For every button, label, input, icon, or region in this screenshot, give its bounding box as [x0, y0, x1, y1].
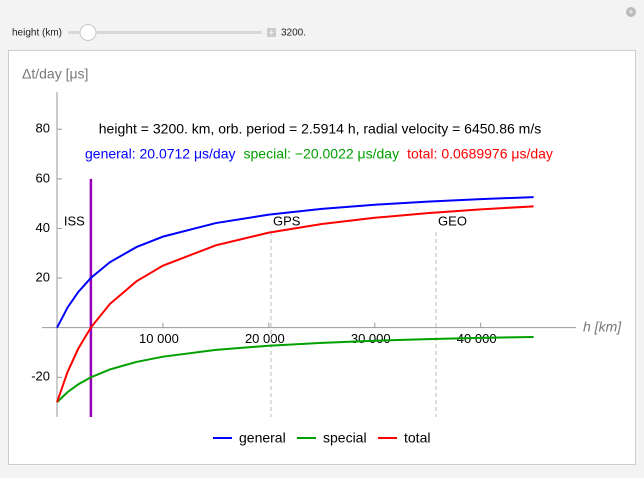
summary-text: general: 20.0712 μs/day [85, 146, 236, 162]
control-label: height (km) [12, 28, 62, 39]
y-tick-label: 20 [36, 270, 50, 285]
summary-text: special: −20.0022 μs/day [244, 146, 400, 162]
add-button[interactable] [626, 7, 636, 17]
marker-label: GEO [438, 213, 467, 228]
marker-label: GPS [273, 213, 301, 228]
series-line [56, 196, 534, 329]
marker-label: ISS [64, 213, 85, 228]
expand-icon: + [269, 27, 274, 37]
expand-button[interactable] [267, 28, 276, 37]
series-line [56, 205, 534, 403]
series-line [56, 335, 534, 403]
legend-label: total [404, 430, 430, 446]
y-axis-label: Δt/day [μs] [22, 66, 88, 82]
x-axis-label: h [km] [583, 319, 622, 335]
y-tick-label: 80 [36, 121, 50, 136]
y-tick-label: 40 [36, 220, 50, 235]
chart-title: height = 3200. km, orb. period = 2.5914 … [99, 121, 541, 137]
plot-panel [8, 50, 636, 465]
y-tick-label: 60 [36, 170, 50, 185]
x-tick-label: 30 000 [351, 331, 391, 346]
add-icon: + [628, 7, 633, 17]
control-value: 3200. [281, 28, 306, 39]
legend-label: special [323, 430, 367, 446]
x-tick-label: 20 000 [245, 331, 285, 346]
slider-thumb[interactable] [79, 24, 97, 41]
slider-track[interactable] [68, 31, 262, 34]
legend-label: general [239, 430, 286, 446]
summary-text: total: 0.0689976 μs/day [407, 146, 553, 162]
y-tick-label: -20 [31, 369, 50, 384]
x-tick-label: 10 000 [139, 331, 179, 346]
